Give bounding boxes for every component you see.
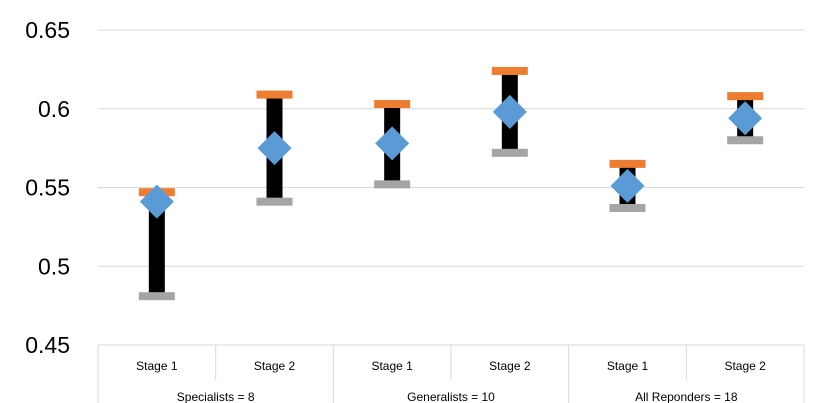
low-marker — [491, 148, 528, 157]
y-tick-label: 0.6 — [38, 96, 70, 122]
low-marker — [138, 292, 175, 301]
group-label: Generalists = 10 — [407, 390, 495, 403]
high-marker — [256, 90, 293, 99]
high-marker — [374, 100, 411, 109]
y-tick-label: 0.45 — [25, 332, 70, 358]
low-marker — [727, 136, 764, 145]
markers — [138, 66, 764, 301]
x-axis: Stage 1 Stage 2 Stage 1 Stage 2 Stage 1 Stage… — [97, 344, 805, 403]
gridlines — [98, 29, 804, 346]
group-label: Specialists = 8 — [177, 390, 255, 403]
y-tick-label: 0.55 — [25, 175, 70, 201]
range-bar — [148, 192, 165, 297]
low-marker — [374, 180, 411, 189]
x-tick-label: Stage 2 — [489, 359, 531, 373]
low-marker — [256, 197, 293, 206]
group-label: All Reponders = 18 — [635, 390, 738, 403]
high-marker — [491, 66, 528, 75]
mean-marker — [610, 168, 645, 203]
range-bars — [148, 70, 754, 297]
mean-marker — [257, 131, 292, 166]
x-tick-label: Stage 1 — [371, 359, 413, 373]
x-tick-label: Stage 2 — [254, 359, 296, 373]
x-tick-label: Stage 1 — [607, 359, 649, 373]
high-marker — [727, 92, 764, 101]
mean-marker — [728, 101, 763, 136]
mean-marker — [139, 184, 174, 219]
high-marker — [609, 159, 646, 168]
y-tick-label: 0.65 — [25, 17, 70, 43]
x-tick-label: Stage 1 — [136, 359, 178, 373]
mean-marker — [492, 94, 527, 129]
low-marker — [609, 203, 646, 212]
mean-marker — [375, 126, 410, 161]
y-tick-label: 0.5 — [38, 253, 70, 279]
x-tick-label: Stage 2 — [724, 359, 766, 373]
y-axis-tick-labels: 0.45 0.5 0.55 0.6 0.65 — [25, 17, 70, 358]
